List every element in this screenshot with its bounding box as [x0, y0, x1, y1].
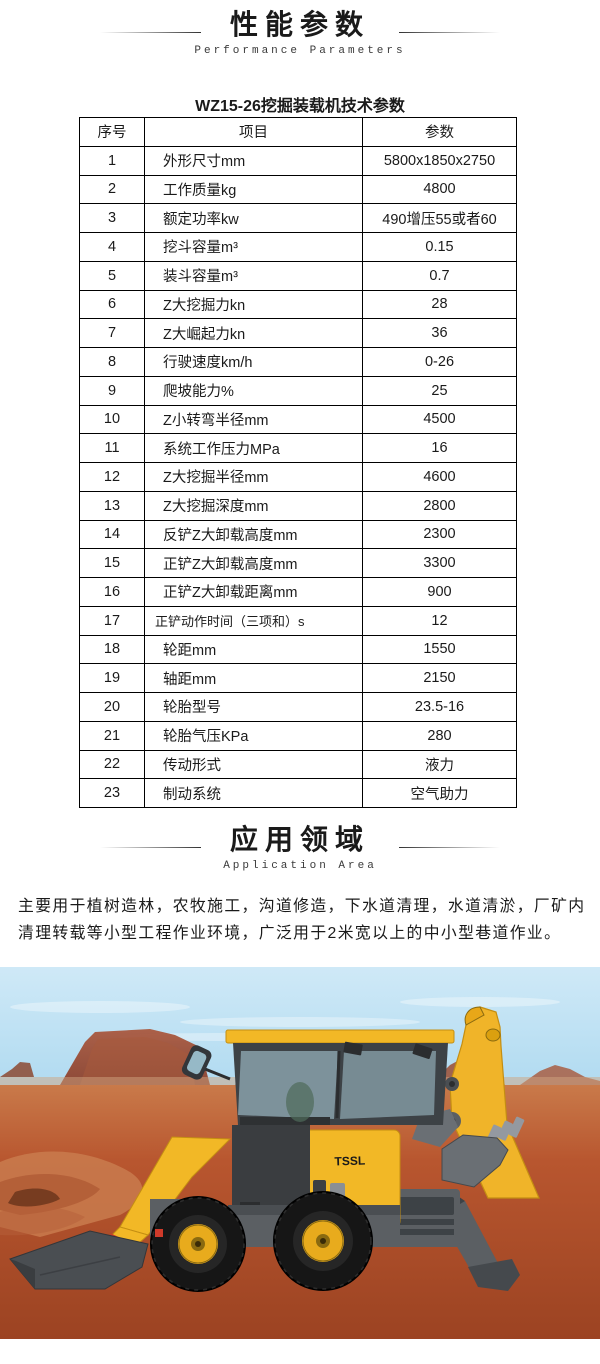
svg-text:TSSL: TSSL [334, 1153, 365, 1168]
